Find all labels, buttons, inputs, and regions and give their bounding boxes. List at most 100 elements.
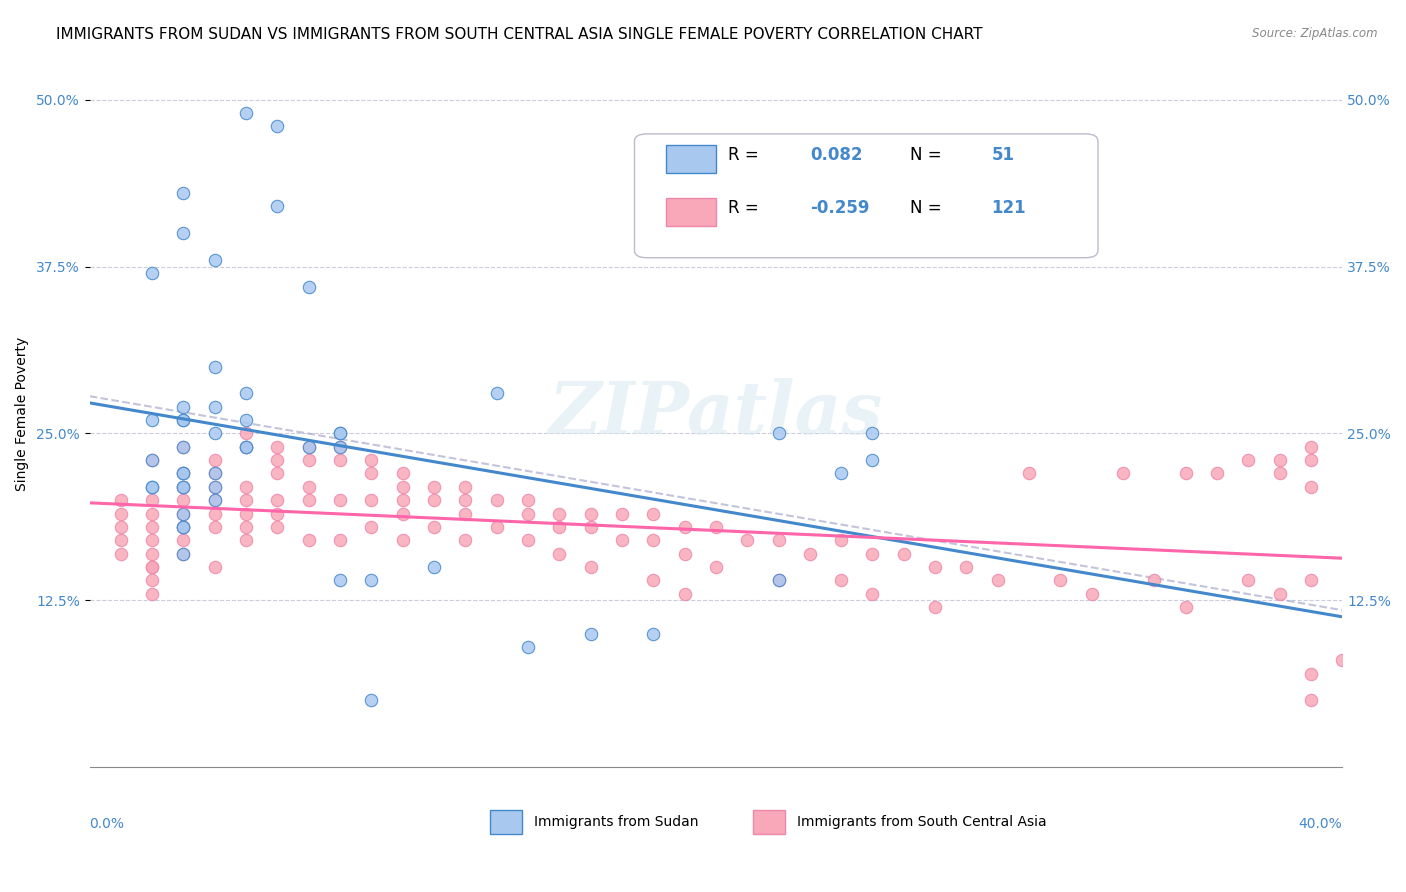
Point: [204, 359, 226, 374]
Point: [173, 480, 195, 494]
Point: [924, 560, 946, 574]
Point: [266, 493, 288, 508]
Point: [360, 520, 382, 534]
Point: [643, 507, 665, 521]
Point: [360, 693, 382, 707]
Point: [1268, 586, 1291, 600]
Point: [204, 493, 226, 508]
Point: [173, 493, 195, 508]
Point: [768, 574, 790, 588]
Point: [204, 480, 226, 494]
Point: [141, 507, 163, 521]
Point: [141, 574, 163, 588]
Point: [799, 547, 821, 561]
Point: [360, 467, 382, 481]
Point: [266, 507, 288, 521]
Point: [173, 547, 195, 561]
Point: [266, 453, 288, 467]
Point: [391, 467, 413, 481]
Text: -0.259: -0.259: [810, 199, 869, 217]
Point: [235, 520, 257, 534]
Point: [517, 533, 540, 548]
Point: [173, 533, 195, 548]
Text: Immigrants from South Central Asia: Immigrants from South Central Asia: [797, 815, 1047, 830]
Point: [204, 252, 226, 267]
Point: [204, 453, 226, 467]
Point: [1331, 653, 1354, 667]
Point: [173, 186, 195, 200]
Point: [893, 547, 915, 561]
Point: [1299, 480, 1322, 494]
Point: [485, 520, 508, 534]
Point: [235, 386, 257, 401]
Text: Immigrants from Sudan: Immigrants from Sudan: [534, 815, 699, 830]
Point: [423, 520, 446, 534]
Point: [298, 453, 321, 467]
Point: [298, 493, 321, 508]
Point: [862, 586, 884, 600]
Point: [454, 493, 477, 508]
Point: [204, 426, 226, 441]
Point: [579, 507, 602, 521]
Point: [391, 493, 413, 508]
Point: [1299, 440, 1322, 454]
Point: [298, 480, 321, 494]
Point: [110, 547, 132, 561]
Point: [173, 547, 195, 561]
Point: [673, 586, 696, 600]
Point: [173, 467, 195, 481]
Point: [235, 106, 257, 120]
Point: [643, 574, 665, 588]
Point: [643, 533, 665, 548]
Point: [110, 533, 132, 548]
Point: [173, 480, 195, 494]
Point: [173, 413, 195, 427]
Point: [517, 640, 540, 654]
Point: [1080, 586, 1102, 600]
Point: [235, 533, 257, 548]
Point: [423, 493, 446, 508]
Point: [266, 120, 288, 134]
Point: [454, 480, 477, 494]
Point: [1206, 467, 1229, 481]
Point: [454, 507, 477, 521]
Text: 121: 121: [991, 199, 1026, 217]
Point: [141, 493, 163, 508]
Point: [768, 574, 790, 588]
Point: [1049, 574, 1071, 588]
Point: [141, 453, 163, 467]
Point: [173, 440, 195, 454]
Point: [173, 520, 195, 534]
Point: [329, 453, 352, 467]
Point: [391, 507, 413, 521]
Point: [924, 599, 946, 614]
Point: [579, 560, 602, 574]
Point: [517, 507, 540, 521]
Text: N =: N =: [910, 146, 942, 164]
Point: [1018, 467, 1040, 481]
Y-axis label: Single Female Poverty: Single Female Poverty: [15, 336, 30, 491]
Point: [173, 467, 195, 481]
Point: [987, 574, 1010, 588]
Point: [1299, 574, 1322, 588]
Point: [141, 547, 163, 561]
Point: [235, 440, 257, 454]
Point: [830, 533, 852, 548]
Point: [141, 413, 163, 427]
Point: [173, 507, 195, 521]
Point: [955, 560, 977, 574]
Point: [204, 467, 226, 481]
Point: [423, 560, 446, 574]
Point: [579, 520, 602, 534]
Point: [673, 520, 696, 534]
Point: [266, 440, 288, 454]
Point: [141, 533, 163, 548]
Text: 0.0%: 0.0%: [90, 817, 125, 830]
Point: [298, 440, 321, 454]
Point: [141, 480, 163, 494]
Point: [173, 440, 195, 454]
Point: [235, 480, 257, 494]
Point: [704, 520, 727, 534]
Bar: [754, 810, 785, 834]
Point: [329, 440, 352, 454]
